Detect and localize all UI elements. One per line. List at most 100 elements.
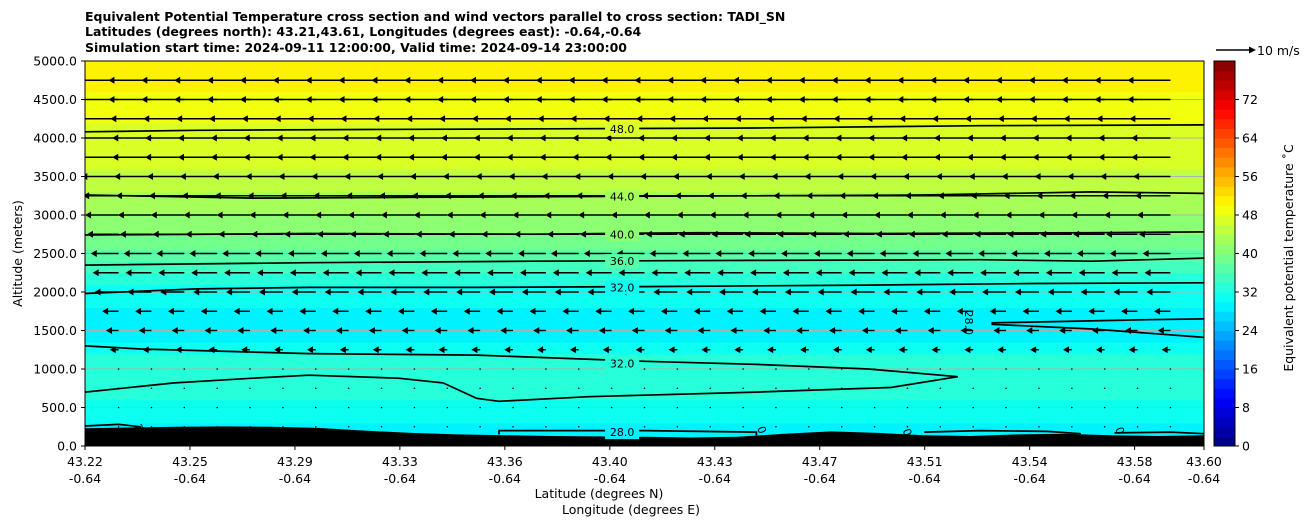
wind-arrow-head [1124,327,1131,334]
wind-arrow-head [258,288,265,296]
contour-line [85,257,1204,266]
wind-arrow-head [697,327,704,334]
wind-arrow-head [280,192,287,200]
wind-arrow-head [371,96,378,103]
wind-arrow-head [1092,327,1099,334]
wind-arrow-head [1032,134,1039,142]
contour-label: 2 [131,422,146,433]
contour-label-bg [605,356,640,371]
wind-arrow-calm [183,406,186,409]
theta-band [85,338,1204,343]
wind-arrow-head [241,115,248,123]
colorbar-segment [1214,272,1235,283]
colorbar-segment [1214,99,1235,110]
wind-arrow-head [997,115,1004,123]
wind-arrow-calm [413,425,416,428]
theta-band [85,342,1204,347]
contour-label: 36.0 [610,255,635,268]
wind-arrow-head [1076,250,1083,257]
wind-arrow-head [831,96,838,103]
wind-arrow-head [934,153,941,161]
wind-arrow-head [767,115,774,123]
wind-arrow-calm [446,406,449,409]
wind-arrow-calm [413,368,416,370]
theta-band [85,226,1204,231]
wind-arrow-head [879,250,886,257]
wind-arrow-head [813,250,820,257]
wind-arrow-head [872,192,879,200]
wind-arrow-head [808,211,815,219]
wind-arrow-calm [972,387,975,390]
wind-arrow-head [500,327,507,334]
wind-arrow-calm [972,368,975,370]
theta-band [85,372,1204,378]
theta-band [85,191,1204,197]
wind-arrow-head [270,327,277,334]
wind-arrow-head [700,96,707,103]
colorbar-segment [1214,89,1235,100]
wind-arrow-calm [413,387,416,390]
wind-arrow-head [222,250,229,257]
theta-band [85,68,1204,74]
wind-arrow-head [533,327,540,334]
wind-arrow-head [810,230,817,238]
wind-arrow-head [858,307,865,315]
wind-arrow-calm [1038,425,1040,428]
wind-arrow-head [835,134,842,142]
wind-arrow-head [903,173,910,180]
wind-arrow-head [245,173,252,180]
wind-arrow-head [322,269,329,277]
wind-arrow-head [562,307,569,315]
wind-arrow-calm [117,368,120,370]
theta-band [85,138,1204,143]
wind-arrow-head [379,192,386,200]
wind-arrow-head [1080,288,1087,296]
contour-line [85,423,141,428]
colorbar-segment [1214,292,1235,303]
wind-arrow-head [930,96,937,103]
wind-arrow-head [715,250,722,257]
terrain-fill [85,426,1204,446]
wind-arrow-head [108,76,115,84]
wind-arrow-head [421,269,428,277]
wind-arrow-head [837,173,844,180]
theta-band [85,384,1204,389]
wind-arrow-calm [1103,387,1106,390]
wind-arrow-head [800,115,807,123]
wind-arrow-head [224,269,231,277]
y-tick-label: 4500.0 [33,92,77,107]
wind-arrow-head [123,250,130,257]
wind-arrow-head [782,269,789,277]
wind-arrow-calm [643,425,646,428]
theta-band [85,164,1204,170]
wind-arrow-head [309,153,316,161]
wind-arrow-calm [676,368,679,370]
contour-label: 0 [1112,425,1127,436]
wind-arrow-calm [610,406,613,409]
wind-arrow-calm [545,387,547,390]
wind-arrow-head [607,173,614,180]
wind-arrow-head [481,230,488,238]
wind-arrow-head [439,115,446,123]
wind-arrow-head [1032,153,1039,161]
wind-arrow-head [342,134,349,142]
wind-arrow-head [440,134,447,142]
theta-band [85,249,1204,255]
wind-arrow-head [638,134,645,142]
wind-arrow-head [870,173,877,180]
wind-arrow-head [671,153,678,161]
wind-arrow-head [578,211,585,219]
theta-band [85,95,1204,101]
wind-arrow-head [415,230,422,238]
wind-arrow-head [251,230,258,238]
wind-arrow-head [315,211,322,219]
wind-arrow-calm [906,425,909,428]
wind-arrow-head [1094,76,1101,84]
wind-arrow-head [373,115,380,123]
wind-arrow-head [284,230,291,238]
wind-arrow-head [829,327,836,334]
wind-arrow-head [901,153,908,161]
wind-arrow-head [1121,307,1128,315]
theta-band [85,87,1204,93]
